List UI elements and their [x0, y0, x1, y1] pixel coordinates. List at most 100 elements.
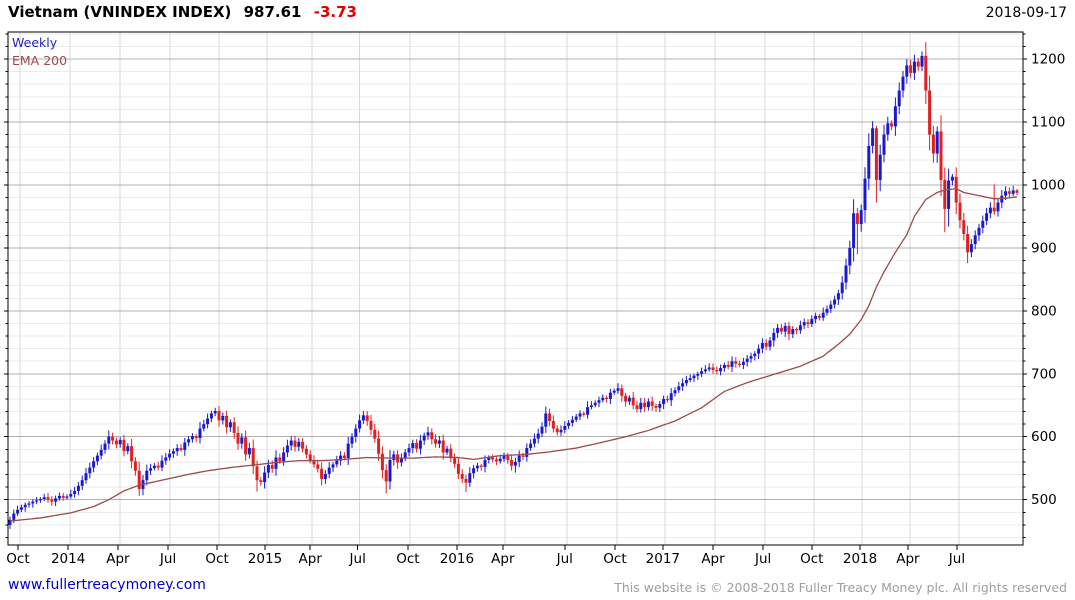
x-axis-tick-label: Oct: [603, 551, 626, 567]
candle-down: [738, 360, 742, 368]
candle-up: [103, 440, 107, 454]
candle-up: [80, 475, 84, 491]
candle-up: [1000, 189, 1004, 209]
candle-up: [418, 434, 422, 455]
candle-down: [510, 455, 514, 471]
candle-down: [369, 414, 373, 436]
candle-up: [213, 407, 217, 417]
candle-down: [259, 476, 263, 486]
candle-up: [977, 223, 981, 241]
candle-up: [772, 327, 776, 347]
chart-date: 2018-09-17: [985, 5, 1067, 21]
x-axis-labels: Oct 2014 Apr Jul Oct 2015 Apr Jul Oct 2016 Apr Jul O…: [6, 551, 965, 567]
candle-down: [194, 434, 198, 443]
candle-up: [187, 436, 191, 447]
candle-up: [65, 494, 69, 500]
candle-down: [217, 405, 221, 427]
candle-up: [578, 410, 582, 421]
candle-down: [962, 212, 966, 241]
candle-up: [513, 457, 517, 473]
candle-down: [130, 439, 134, 469]
candle-up: [84, 467, 88, 484]
candle-up: [282, 447, 286, 466]
candle-up: [532, 433, 536, 448]
candle-down: [316, 459, 320, 473]
candle-up: [627, 395, 631, 406]
x-axis-tick-label: Jul: [349, 551, 366, 567]
x-axis-tick-label: Oct: [800, 551, 823, 567]
x-axis-tick-label: Apr: [299, 551, 323, 567]
candles-layer: [8, 42, 1019, 529]
candle-up: [852, 199, 856, 262]
candle-up: [768, 337, 772, 351]
page-title: Vietnam (VNINDEX INDEX) 987.61 -3.73: [8, 3, 357, 21]
candle-up: [985, 208, 989, 226]
candle-up: [844, 258, 848, 290]
candle-up: [411, 439, 415, 454]
candle-up: [339, 451, 343, 466]
candle-down: [635, 400, 639, 413]
candle-up: [221, 412, 225, 425]
candle-up: [897, 82, 901, 115]
candle-up: [867, 133, 871, 190]
candle-down: [464, 474, 468, 493]
candle-up: [692, 373, 696, 382]
price-change: -3.73: [313, 3, 357, 21]
candle-up: [57, 492, 61, 501]
candle-up: [475, 462, 479, 472]
candle-down: [293, 435, 297, 452]
candle-up: [570, 415, 574, 427]
candle-up: [700, 367, 704, 378]
last-price: 987.61: [243, 3, 302, 21]
candle-down: [460, 469, 464, 483]
candle-down: [787, 321, 791, 341]
candle-up: [27, 501, 31, 508]
candle-down: [453, 453, 457, 468]
candle-up: [183, 438, 187, 456]
footer-website-link[interactable]: www.fullertreacymoney.com: [8, 577, 206, 593]
candle-up: [947, 168, 951, 227]
candle-up: [688, 374, 692, 383]
candle-up: [88, 462, 92, 479]
candle-up: [285, 439, 289, 458]
candle-down: [377, 430, 381, 461]
candle-up: [829, 300, 833, 313]
candle-down: [122, 434, 126, 457]
candle-down: [924, 42, 928, 105]
candle-up: [38, 497, 42, 503]
x-axis-tick-label: 2014: [51, 551, 85, 567]
candle-up: [791, 326, 795, 339]
candle-up: [893, 97, 897, 136]
candle-up: [589, 401, 593, 410]
candle-down: [506, 452, 510, 464]
candle-up: [981, 215, 985, 234]
candle-down: [715, 366, 719, 375]
candle-down: [890, 120, 894, 131]
candle-down: [46, 492, 50, 503]
candle-up: [833, 295, 837, 309]
candle-up: [361, 410, 365, 424]
candle-up: [536, 428, 540, 444]
candle-down: [817, 313, 821, 321]
candle-up: [529, 439, 533, 451]
x-axis-tick-label: Oct: [6, 551, 29, 567]
candle-down: [582, 411, 586, 417]
candle-up: [749, 352, 753, 363]
candle-down: [1015, 189, 1019, 196]
x-axis-tick-label: Jul: [948, 551, 965, 567]
candle-down: [555, 425, 559, 436]
candle-up: [707, 363, 711, 372]
y-axis-labels: 500 600 700 800 900 1000 1100 1200: [1031, 52, 1065, 509]
candle-up: [388, 450, 392, 490]
candle-down: [1007, 187, 1011, 199]
candle-up: [586, 401, 590, 419]
candle-down: [304, 445, 308, 459]
candle-up: [35, 497, 39, 505]
candle-up: [559, 425, 563, 436]
x-axis-tick-label: 2017: [646, 551, 680, 567]
candle-up: [776, 324, 780, 338]
candle-up: [69, 489, 73, 499]
candle-down: [928, 75, 932, 151]
candle-up: [677, 381, 681, 393]
